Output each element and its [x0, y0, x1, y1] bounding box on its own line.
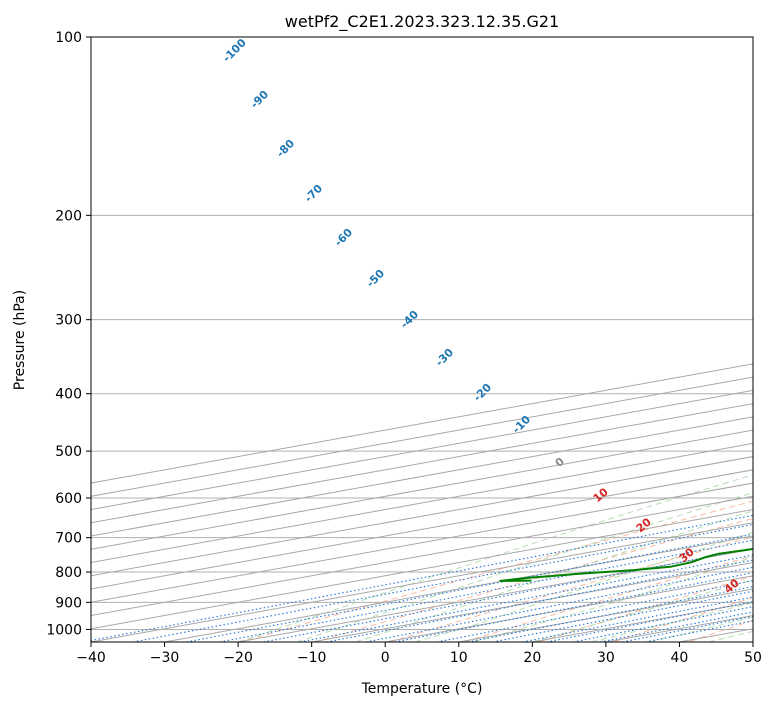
x-axis: −40 −30 −20 −10 0 10 20 30 40 50	[76, 642, 762, 666]
isotherm-line	[91, 482, 753, 603]
mixing-ratio-line	[572, 606, 753, 642]
isotherm-line	[91, 522, 753, 642]
y-axis: 100 200 300 400 500 600 700 800 900 1000	[46, 30, 91, 638]
moist-adiabats	[237, 474, 753, 642]
isotherm-line	[91, 509, 753, 630]
x-tick-label: −30	[150, 650, 180, 666]
dry-adiabats	[238, 500, 753, 642]
y-tick-label: 500	[55, 444, 82, 460]
x-tick-label: 50	[744, 650, 762, 666]
y-tick-label: 700	[55, 531, 82, 547]
isotherm-line	[91, 495, 753, 617]
dry-adiabat	[238, 500, 753, 642]
chart-title: wetPf2_C2E1.2023.323.12.35.G21	[285, 12, 559, 32]
y-tick-label: 900	[55, 595, 82, 611]
y-axis-label: Pressure (hPa)	[12, 290, 28, 390]
x-tick-label: 20	[523, 650, 541, 666]
x-tick-label: 10	[450, 650, 468, 666]
isotherm-line	[91, 456, 753, 577]
isotherm-line	[91, 429, 753, 550]
mixing-ratio-line	[219, 539, 753, 642]
plot-frame	[90, 36, 754, 643]
mixing-ratio-lines	[91, 514, 753, 642]
y-tick-label: 800	[55, 565, 82, 581]
isotherm-line	[91, 442, 753, 564]
y-tick-label: 600	[55, 491, 82, 507]
x-tick-label: −40	[76, 650, 106, 666]
y-tick-label: 1000	[46, 622, 82, 638]
x-axis-label: Temperature (°C)	[361, 681, 483, 697]
x-tick-label: −10	[297, 650, 327, 666]
y-tick-label: 300	[55, 313, 82, 329]
dry-adiabat	[313, 517, 753, 642]
isotherm-line	[164, 535, 753, 642]
plot-area: 0.10.20.40.611.52346810131620253036-100-…	[91, 37, 753, 642]
x-tick-label: −20	[223, 650, 253, 666]
moist-adiabat	[414, 531, 753, 642]
x-tick-label: 0	[381, 650, 390, 666]
isotherm-gridlines	[91, 363, 753, 642]
y-tick-label: 100	[55, 30, 82, 46]
y-tick-label: 400	[55, 387, 82, 403]
dry-adiabat	[462, 555, 753, 642]
x-tick-label: 30	[597, 650, 615, 666]
mixing-ratio-line	[132, 523, 753, 642]
mixing-ratio-line	[326, 559, 753, 642]
dry-adiabat	[537, 575, 753, 642]
isotherm-line	[91, 469, 753, 590]
mixing-ratio-line	[299, 554, 753, 642]
mixing-ratio-line	[263, 547, 753, 642]
y-tick-label: 200	[55, 208, 82, 224]
x-tick-label: 40	[671, 650, 689, 666]
